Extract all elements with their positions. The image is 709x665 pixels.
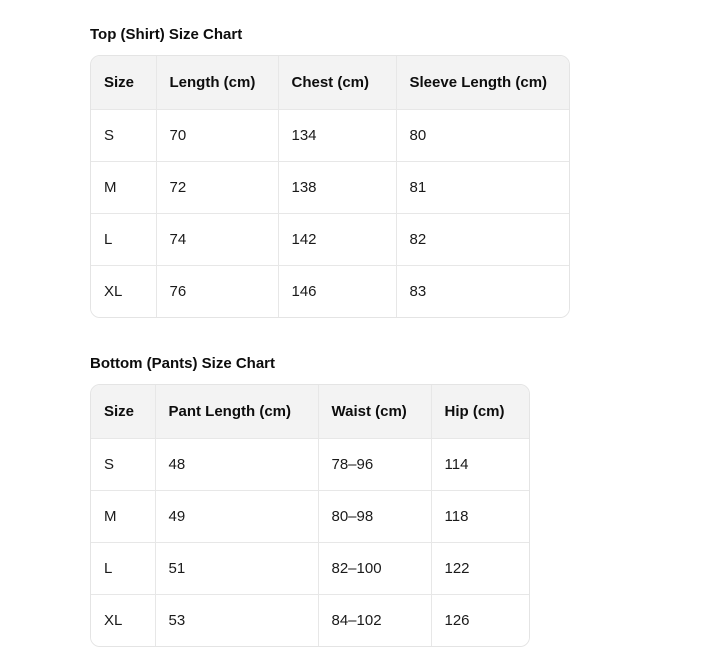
table-cell: 122 [430,541,529,594]
table-cell: L [91,212,156,265]
table-row: M 72 138 81 [91,160,569,213]
table-cell: 138 [277,160,396,213]
table-cell: 53 [154,593,318,646]
table-cell: 80 [395,108,569,161]
table-cell: 84–102 [317,593,431,646]
table-row: L 74 142 82 [91,212,569,265]
shirt-column-header-length: Length (cm) [155,56,278,109]
table-row: S 70 134 80 [91,108,569,161]
shirt-size-table: Size Length (cm) Chest (cm) Sleeve Lengt… [90,55,570,318]
table-cell: 83 [395,264,569,317]
table-cell: 78–96 [317,437,431,490]
table-cell: 126 [430,593,529,646]
table-cell: S [91,437,155,490]
table-cell: 82–100 [317,541,431,594]
pants-size-chart-section: Bottom (Pants) Size Chart Size Pant Leng… [90,356,669,647]
shirt-column-header-size: Size [91,56,156,109]
table-cell: M [91,160,156,213]
table-cell: M [91,489,155,542]
pants-table-header-row: Size Pant Length (cm) Waist (cm) Hip (cm… [91,385,529,438]
pants-size-table-grid: Size Pant Length (cm) Waist (cm) Hip (cm… [91,385,529,646]
table-cell: 49 [154,489,318,542]
table-cell: XL [91,264,156,317]
table-row: XL 76 146 83 [91,264,569,317]
pants-column-header-waist: Waist (cm) [317,385,431,438]
table-cell: 114 [430,437,529,490]
table-cell: 51 [154,541,318,594]
table-cell: 146 [277,264,396,317]
shirt-size-table-grid: Size Length (cm) Chest (cm) Sleeve Lengt… [91,56,569,317]
table-row: S 48 78–96 114 [91,437,529,490]
table-cell: XL [91,593,155,646]
shirt-column-header-chest: Chest (cm) [277,56,396,109]
shirt-table-header-row: Size Length (cm) Chest (cm) Sleeve Lengt… [91,56,569,109]
shirt-column-header-sleeve-length: Sleeve Length (cm) [395,56,569,109]
table-row: L 51 82–100 122 [91,541,529,594]
table-cell: 72 [155,160,278,213]
table-cell: 74 [155,212,278,265]
table-cell: 134 [277,108,396,161]
pants-column-header-pant-length: Pant Length (cm) [154,385,318,438]
table-row: XL 53 84–102 126 [91,593,529,646]
table-cell: L [91,541,155,594]
table-cell: 82 [395,212,569,265]
pants-chart-title: Bottom (Pants) Size Chart [90,355,276,372]
table-cell: S [91,108,156,161]
shirt-size-chart-section: Top (Shirt) Size Chart Size Length (cm) … [90,27,669,318]
pants-size-table: Size Pant Length (cm) Waist (cm) Hip (cm… [90,384,530,647]
table-cell: 118 [430,489,529,542]
shirt-chart-title: Top (Shirt) Size Chart [90,26,243,43]
table-cell: 70 [155,108,278,161]
table-cell: 142 [277,212,396,265]
table-row: M 49 80–98 118 [91,489,529,542]
table-cell: 81 [395,160,569,213]
table-cell: 80–98 [317,489,431,542]
pants-column-header-size: Size [91,385,155,438]
pants-column-header-hip: Hip (cm) [430,385,529,438]
table-cell: 48 [154,437,318,490]
table-cell: 76 [155,264,278,317]
